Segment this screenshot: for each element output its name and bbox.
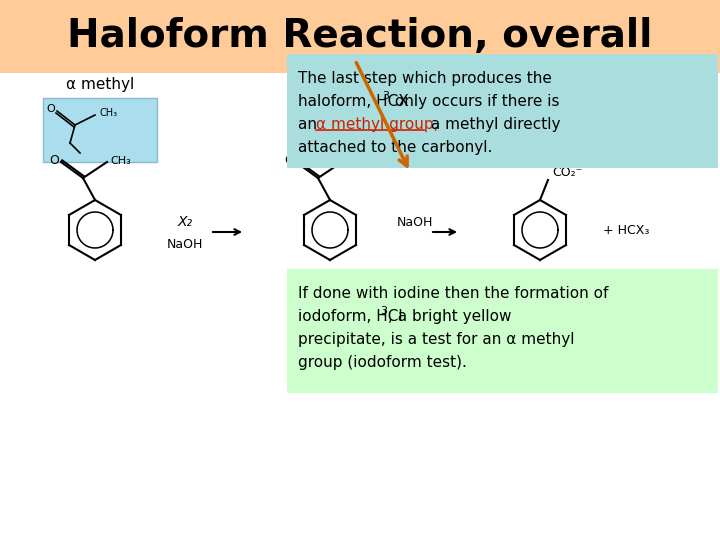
Text: CX₃: CX₃ <box>345 156 365 166</box>
Text: α methyl group,: α methyl group, <box>316 117 438 132</box>
Text: O: O <box>284 154 294 167</box>
Text: The last step which produces the: The last step which produces the <box>298 71 552 86</box>
Text: NaOH: NaOH <box>397 215 433 228</box>
Text: iodoform, HCl: iodoform, HCl <box>298 309 402 324</box>
Text: group (iodoform test).: group (iodoform test). <box>298 355 467 370</box>
Text: α methyl: α methyl <box>66 78 134 92</box>
Text: X₂: X₂ <box>177 215 192 229</box>
Text: CH₃: CH₃ <box>110 156 131 166</box>
Text: O: O <box>47 104 55 114</box>
Text: CH₃: CH₃ <box>99 108 117 118</box>
Text: + HCX₃: + HCX₃ <box>603 224 649 237</box>
Text: a methyl directly: a methyl directly <box>426 117 560 132</box>
FancyBboxPatch shape <box>287 54 718 168</box>
Text: only occurs if there is: only occurs if there is <box>390 94 559 109</box>
Text: an: an <box>298 117 322 132</box>
Text: O: O <box>49 154 59 167</box>
Text: NaOH: NaOH <box>167 239 203 252</box>
Text: Haloform Reaction, overall: Haloform Reaction, overall <box>67 17 653 56</box>
Text: attached to the carbonyl.: attached to the carbonyl. <box>298 140 492 155</box>
Text: , a bright yellow: , a bright yellow <box>388 309 511 324</box>
Text: precipitate, is a test for an α methyl: precipitate, is a test for an α methyl <box>298 332 575 347</box>
Text: If done with iodine then the formation of: If done with iodine then the formation o… <box>298 286 608 301</box>
Text: haloform, HCX: haloform, HCX <box>298 94 409 109</box>
Text: 3: 3 <box>382 91 389 101</box>
Text: CO₂⁻: CO₂⁻ <box>552 165 582 179</box>
FancyBboxPatch shape <box>0 0 720 73</box>
FancyBboxPatch shape <box>43 98 157 162</box>
Text: 3: 3 <box>380 306 387 316</box>
FancyBboxPatch shape <box>287 269 718 393</box>
